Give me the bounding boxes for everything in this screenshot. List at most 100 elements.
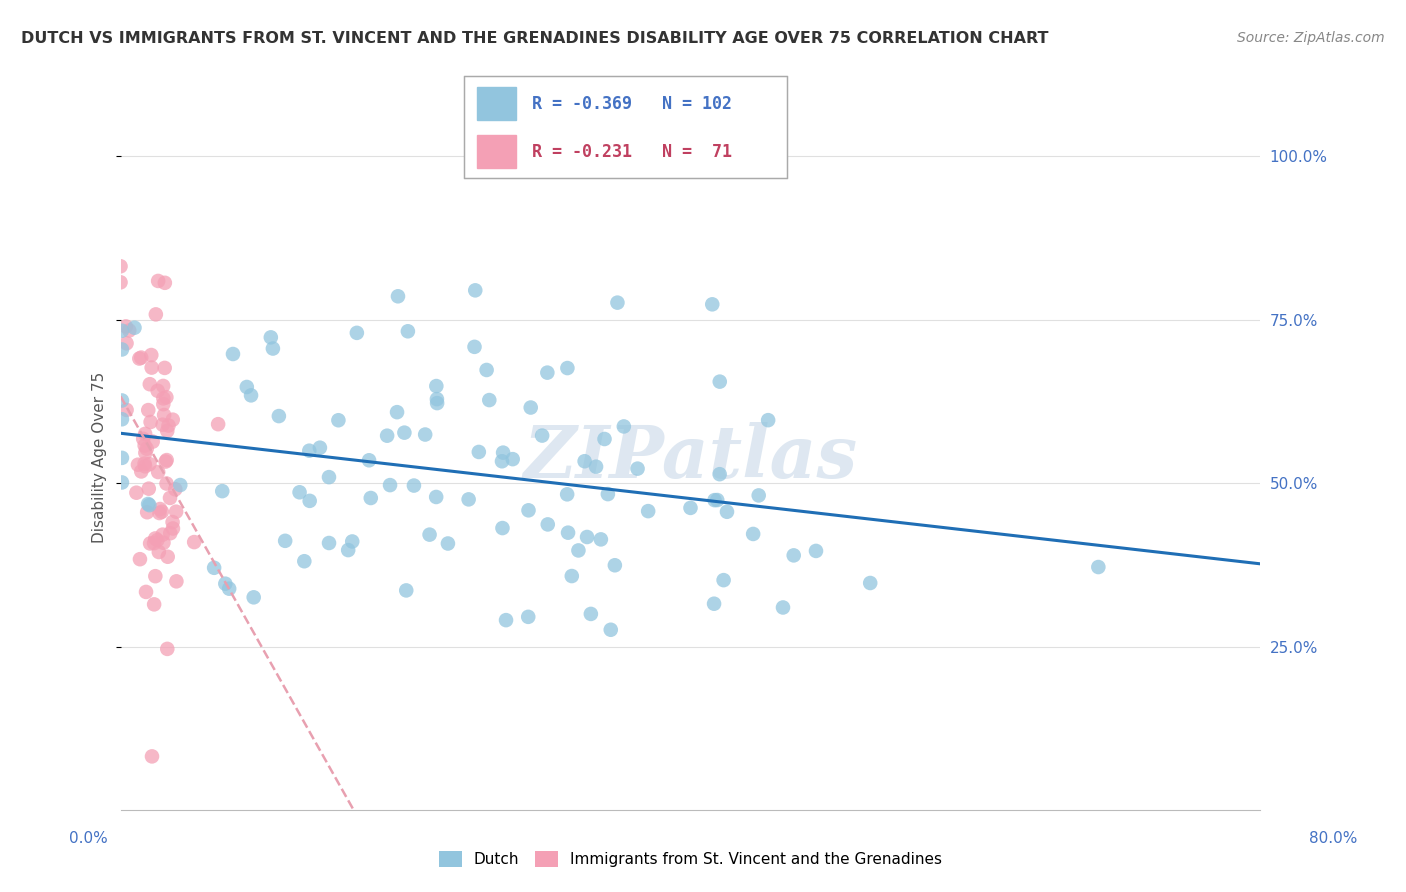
Bar xyxy=(477,136,516,168)
Point xyxy=(211,484,233,499)
Point xyxy=(328,413,350,427)
Point xyxy=(124,320,146,334)
Point xyxy=(146,465,169,479)
Point xyxy=(502,452,524,467)
Point xyxy=(152,397,174,411)
Point xyxy=(155,454,177,468)
Point xyxy=(134,459,156,474)
Point xyxy=(585,459,607,474)
Point xyxy=(437,536,460,550)
Text: R = -0.369   N = 102: R = -0.369 N = 102 xyxy=(531,95,733,112)
Point xyxy=(162,412,184,426)
Point xyxy=(129,552,152,566)
Point xyxy=(492,445,515,459)
Point xyxy=(262,342,284,356)
Point xyxy=(531,428,554,442)
Point xyxy=(143,532,166,546)
Point xyxy=(478,393,501,408)
Point xyxy=(613,419,636,434)
Point xyxy=(136,403,159,417)
Point xyxy=(288,485,311,500)
Point xyxy=(378,478,401,492)
Point xyxy=(110,275,132,289)
Text: 80.0%: 80.0% xyxy=(1309,831,1357,846)
Point xyxy=(519,401,541,415)
Point xyxy=(772,600,794,615)
Text: R = -0.231   N =  71: R = -0.231 N = 71 xyxy=(531,143,733,161)
Point xyxy=(426,392,449,406)
Point xyxy=(159,491,181,505)
Point xyxy=(517,503,540,517)
Text: Source: ZipAtlas.com: Source: ZipAtlas.com xyxy=(1237,31,1385,45)
Point xyxy=(783,549,806,563)
Point xyxy=(148,545,170,559)
Point xyxy=(375,428,398,442)
Text: ZIPatlas: ZIPatlas xyxy=(523,422,858,492)
Point xyxy=(242,591,264,605)
Y-axis label: Disability Age Over 75: Disability Age Over 75 xyxy=(93,372,107,542)
Point xyxy=(152,535,174,549)
Point xyxy=(111,324,134,338)
Point xyxy=(318,470,340,484)
Point xyxy=(127,458,149,472)
Point xyxy=(804,544,827,558)
Point xyxy=(318,536,340,550)
Point xyxy=(142,434,165,449)
Point xyxy=(141,360,163,375)
Point xyxy=(395,583,418,598)
Point xyxy=(716,505,738,519)
Point xyxy=(491,521,513,535)
Point xyxy=(396,324,419,338)
Point xyxy=(139,415,162,429)
Point xyxy=(298,493,321,508)
Point xyxy=(111,412,134,426)
Point xyxy=(156,641,179,656)
Point xyxy=(859,576,882,591)
Point xyxy=(111,450,134,465)
Text: DUTCH VS IMMIGRANTS FROM ST. VINCENT AND THE GRENADINES DISABILITY AGE OVER 75 C: DUTCH VS IMMIGRANTS FROM ST. VINCENT AND… xyxy=(21,31,1049,46)
Point xyxy=(495,613,517,627)
Point xyxy=(128,351,150,366)
Point xyxy=(589,533,612,547)
Point xyxy=(155,390,177,404)
Point xyxy=(110,260,132,274)
Point xyxy=(148,506,170,520)
Bar xyxy=(477,87,516,120)
Point xyxy=(557,525,579,540)
Point xyxy=(162,521,184,535)
Point xyxy=(236,380,259,394)
Point xyxy=(555,487,578,501)
Point xyxy=(626,461,648,475)
Point xyxy=(748,488,770,502)
Point xyxy=(135,442,157,456)
Point xyxy=(679,500,702,515)
Point xyxy=(709,375,731,389)
Point xyxy=(579,607,602,621)
Point xyxy=(425,490,447,504)
Point xyxy=(425,379,447,393)
Point xyxy=(159,526,181,541)
Point xyxy=(143,598,166,612)
Point xyxy=(385,405,408,419)
Point xyxy=(357,453,380,467)
Point xyxy=(463,340,485,354)
Point xyxy=(596,487,619,501)
Legend: Dutch, Immigrants from St. Vincent and the Grenadines: Dutch, Immigrants from St. Vincent and t… xyxy=(433,845,948,873)
Point xyxy=(132,432,155,446)
Point xyxy=(402,478,425,492)
Point xyxy=(202,561,225,575)
Point xyxy=(136,497,159,511)
Point xyxy=(346,326,368,340)
Point xyxy=(153,276,176,290)
Point xyxy=(169,478,191,492)
Point xyxy=(115,403,138,417)
Point xyxy=(143,569,166,583)
Point xyxy=(557,361,579,376)
Point xyxy=(703,597,725,611)
Point xyxy=(387,289,409,303)
Point xyxy=(756,413,779,427)
Point xyxy=(152,527,174,541)
Point xyxy=(139,377,162,392)
Point xyxy=(118,323,141,337)
Text: 0.0%: 0.0% xyxy=(69,831,108,846)
